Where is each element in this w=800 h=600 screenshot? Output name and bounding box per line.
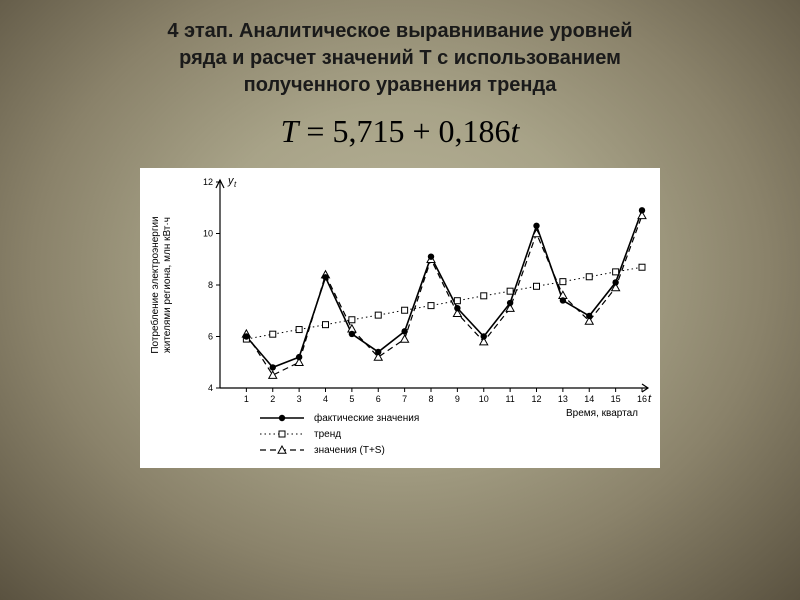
svg-text:6: 6 — [376, 394, 381, 404]
svg-text:6: 6 — [208, 332, 213, 342]
page-title: 4 этап. Аналитическое выравнивание уровн… — [40, 18, 760, 99]
equation-rhs: t — [511, 113, 520, 149]
svg-text:7: 7 — [402, 394, 407, 404]
svg-text:16: 16 — [637, 394, 647, 404]
svg-text:8: 8 — [428, 394, 433, 404]
equation-eq-sign: = — [298, 113, 332, 149]
svg-text:4: 4 — [323, 394, 328, 404]
svg-text:Время, квартал: Время, квартал — [566, 408, 638, 419]
svg-text:5: 5 — [349, 394, 354, 404]
svg-text:1: 1 — [244, 394, 249, 404]
svg-text:8: 8 — [208, 280, 213, 290]
svg-text:10: 10 — [479, 394, 489, 404]
svg-text:t: t — [648, 393, 652, 405]
chart-container: 468101212345678910111213141516yttПотребл… — [140, 168, 660, 468]
svg-text:12: 12 — [203, 177, 213, 187]
slide-root: 4 этап. Аналитическое выравнивание уровн… — [0, 0, 800, 600]
svg-text:9: 9 — [455, 394, 460, 404]
svg-text:2: 2 — [270, 394, 275, 404]
svg-text:13: 13 — [558, 394, 568, 404]
svg-text:фактические значения: фактические значения — [314, 412, 419, 424]
svg-text:14: 14 — [584, 394, 594, 404]
svg-text:10: 10 — [203, 229, 213, 239]
equation-const: 5,715 — [332, 113, 404, 149]
svg-text:4: 4 — [208, 383, 213, 393]
time-series-chart: 468101212345678910111213141516yttПотребл… — [140, 168, 660, 468]
svg-text:тренд: тренд — [314, 429, 341, 440]
svg-text:t: t — [234, 180, 237, 189]
equation-plus: + — [404, 113, 438, 149]
trend-equation: T = 5,715 + 0,186t — [0, 113, 800, 150]
svg-text:11: 11 — [505, 394, 514, 404]
svg-text:Потребление электроэнергиижите: Потребление электроэнергиижителями регио… — [149, 216, 173, 353]
svg-text:значения (T+S): значения (T+S) — [314, 445, 385, 456]
equation-coef: 0,186 — [439, 113, 511, 149]
svg-text:3: 3 — [297, 394, 302, 404]
svg-text:12: 12 — [531, 394, 541, 404]
equation-lhs: T — [281, 113, 299, 149]
svg-text:15: 15 — [611, 394, 621, 404]
